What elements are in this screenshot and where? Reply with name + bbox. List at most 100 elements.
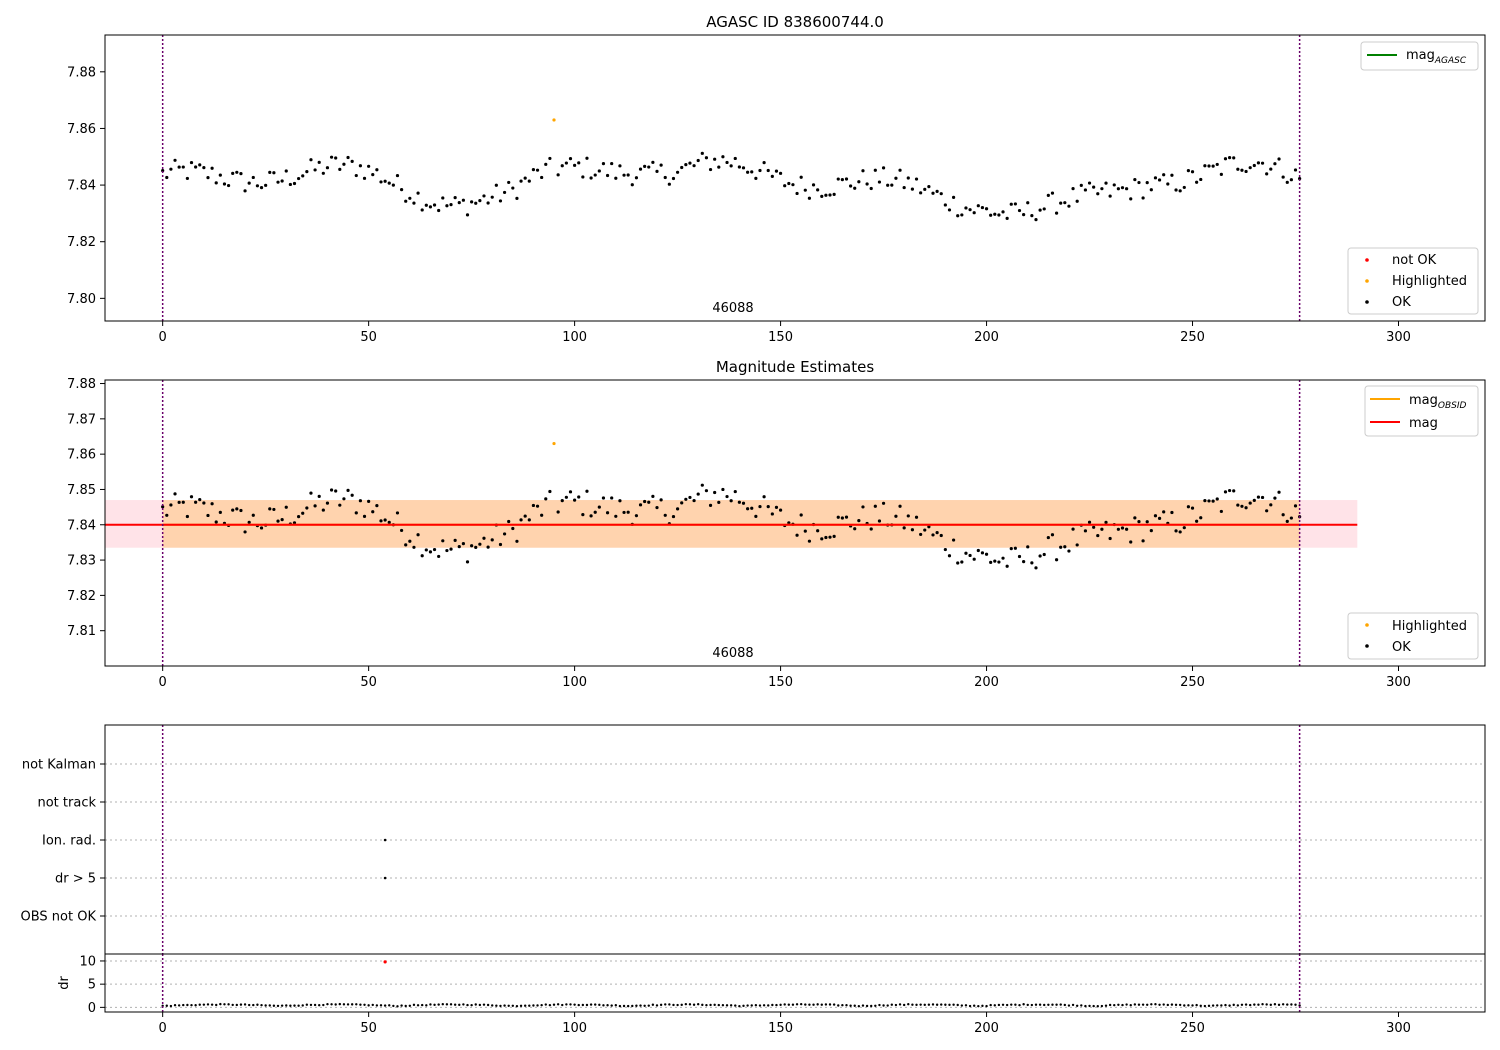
- ok-point: [214, 181, 218, 185]
- ok-point: [832, 534, 836, 538]
- ok-point: [478, 199, 482, 203]
- x-tick-label: 200: [974, 1021, 999, 1036]
- dr-axis-label: dr: [57, 976, 72, 990]
- ok-point: [1285, 180, 1289, 184]
- ok-point: [1260, 161, 1265, 165]
- dr-point: [701, 1003, 704, 1007]
- ok-point: [1252, 163, 1256, 168]
- ok-point: [165, 175, 169, 180]
- dr-point: [779, 1003, 782, 1007]
- dr-point: [907, 1003, 910, 1006]
- ok-point: [935, 531, 939, 535]
- ok-point: [935, 189, 939, 193]
- ok-point: [605, 173, 610, 178]
- dr-point: [198, 1003, 201, 1006]
- ok-point: [268, 507, 272, 511]
- ok-point: [474, 545, 478, 550]
- dr-point: [1286, 1003, 1289, 1006]
- ok-point: [395, 511, 400, 515]
- ok-point: [1199, 177, 1203, 182]
- ok-point: [515, 539, 519, 543]
- legend-label-ok-2: OK: [1392, 640, 1411, 655]
- ok-point: [358, 499, 363, 503]
- ok-point: [659, 163, 663, 167]
- ok-point: [482, 194, 486, 198]
- dr-point: [841, 1003, 844, 1007]
- dr-point: [186, 1003, 189, 1007]
- dr-point: [1022, 1003, 1025, 1006]
- ok-point: [585, 489, 589, 493]
- ok-point: [1054, 211, 1059, 215]
- ok-point: [1042, 207, 1046, 211]
- ok-point: [787, 181, 791, 186]
- dr-point: [1137, 1003, 1141, 1006]
- ok-point: [1071, 527, 1075, 531]
- ok-point: [288, 182, 292, 187]
- x-tick-label: 100: [562, 1021, 587, 1036]
- ok-point: [1178, 189, 1182, 193]
- dr-point: [622, 1004, 626, 1008]
- ok-point: [247, 520, 251, 524]
- dr-point: [565, 1003, 568, 1006]
- dr-point: [425, 1004, 428, 1007]
- ok-point: [898, 168, 902, 172]
- ok-point: [1207, 499, 1211, 503]
- ok-point: [321, 508, 325, 512]
- ok-point: [511, 526, 515, 531]
- ok-point: [1009, 202, 1013, 206]
- ok-point: [334, 489, 338, 493]
- ok-point: [820, 537, 824, 541]
- ok-point: [869, 527, 873, 531]
- ok-point: [762, 495, 766, 499]
- legend-marker-ok: [1365, 300, 1369, 304]
- ok-point: [1244, 506, 1248, 510]
- ok-point: [1203, 499, 1207, 503]
- ok-point: [1182, 526, 1186, 530]
- ok-point: [1005, 564, 1009, 568]
- dr-point: [820, 1003, 823, 1006]
- ok-point: [222, 182, 227, 186]
- ok-point: [268, 170, 272, 174]
- ok-point: [729, 499, 733, 503]
- ok-point: [1178, 530, 1182, 534]
- ok-point: [577, 161, 581, 165]
- dr-point: [684, 1002, 688, 1006]
- dr-point: [812, 1003, 815, 1006]
- ok-point: [379, 180, 383, 184]
- dr-point: [610, 1004, 613, 1007]
- dr-point: [1129, 1004, 1132, 1007]
- dr-point: [977, 1004, 980, 1008]
- ok-point: [894, 176, 898, 180]
- ok-point: [1141, 196, 1145, 200]
- ok-point: [1240, 168, 1244, 172]
- dr-point: [445, 1003, 449, 1006]
- dr-point: [659, 1003, 663, 1007]
- flag-points: [383, 838, 387, 880]
- ok-point: [1075, 199, 1079, 203]
- ok-point: [531, 503, 536, 508]
- ok-point: [1133, 516, 1137, 520]
- ok-point: [746, 507, 750, 511]
- dr-point: [190, 1003, 193, 1007]
- dr-point: [1141, 1003, 1145, 1006]
- dr-point: [182, 1003, 185, 1007]
- ok-point: [535, 504, 540, 508]
- dr-point: [462, 1003, 465, 1006]
- dr-point: [1038, 1003, 1042, 1006]
- dr-point: [845, 1004, 848, 1007]
- ok-point: [1174, 529, 1178, 533]
- ok-point: [329, 155, 334, 159]
- ok-point: [931, 533, 935, 537]
- ok-point: [235, 170, 239, 174]
- dr-point: [1162, 1003, 1165, 1006]
- dr-point: [359, 1003, 362, 1006]
- ok-point: [1149, 528, 1153, 533]
- y-tick-label: 7.82: [67, 589, 96, 604]
- ok-point: [811, 183, 816, 187]
- ok-point: [960, 213, 964, 217]
- ok-point: [1211, 499, 1215, 503]
- ok-point: [692, 498, 696, 503]
- ok-point: [527, 518, 531, 522]
- dr-point: [1080, 1004, 1083, 1007]
- dr-point: [478, 1003, 482, 1007]
